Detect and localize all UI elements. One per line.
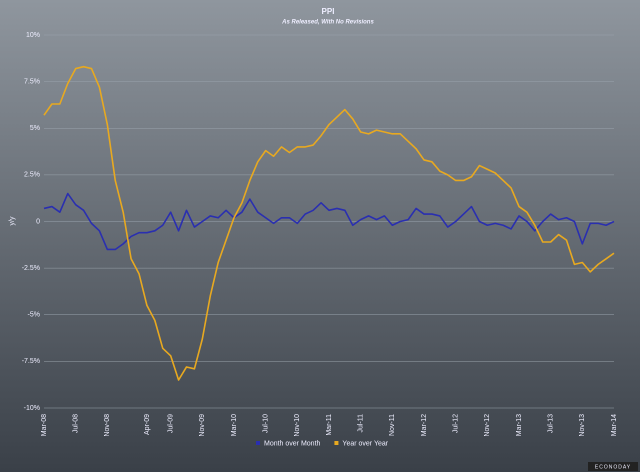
y-tick-label: -5% <box>28 312 40 319</box>
x-tick-label: Jul-12 <box>453 414 460 433</box>
y-axis-label: y/y <box>9 216 16 225</box>
x-tick-label: Mar-14 <box>611 414 618 436</box>
x-tick-label: Jul-10 <box>263 414 270 433</box>
y-tick-label: 5% <box>30 125 40 132</box>
x-tick-label: Mar-11 <box>326 414 333 436</box>
x-tick-label: Nov-13 <box>579 414 586 437</box>
legend-label: Year over Year <box>342 440 388 447</box>
source: ECONODAY <box>595 464 631 470</box>
x-tick-label: Jul-09 <box>168 414 175 433</box>
y-tick-label: -7.5% <box>22 358 40 365</box>
source-box <box>588 462 638 471</box>
x-tick-label: Mar-10 <box>231 414 238 436</box>
y-tick-label: -10% <box>24 405 40 412</box>
x-tick-label: Mar-13 <box>516 414 523 436</box>
x-tick-label: Apr-09 <box>144 414 151 435</box>
y-tick-label: -2.5% <box>22 265 40 272</box>
x-tick-label: Nov-08 <box>104 414 111 437</box>
legend-swatch <box>334 441 339 445</box>
y-tick-label: 2.5% <box>24 172 40 179</box>
x-tick-label: Jul-08 <box>73 414 80 433</box>
x-tick-label: Mar-08 <box>41 414 48 436</box>
legend-label: Month over Month <box>264 440 321 447</box>
line-series <box>43 192 615 251</box>
y-tick-label: 7.5% <box>24 78 40 85</box>
y-tick-label: 10% <box>26 32 40 39</box>
x-tick-label: Nov-09 <box>199 414 206 437</box>
chart-title: PPI <box>322 7 335 16</box>
x-tick-label: Nov-12 <box>484 414 491 437</box>
y-tick-label: 0 <box>36 218 40 225</box>
line-series <box>43 65 615 381</box>
x-tick-label: Nov-10 <box>294 414 301 437</box>
x-tick-label: Nov-11 <box>389 414 396 436</box>
x-tick-label: Mar-12 <box>421 414 428 436</box>
x-tick-label: Jul-13 <box>548 414 555 433</box>
x-tick-label: Jul-11 <box>358 414 365 433</box>
chart-subtitle: As Released, With No Revisions <box>281 20 374 26</box>
legend-swatch <box>256 441 260 445</box>
